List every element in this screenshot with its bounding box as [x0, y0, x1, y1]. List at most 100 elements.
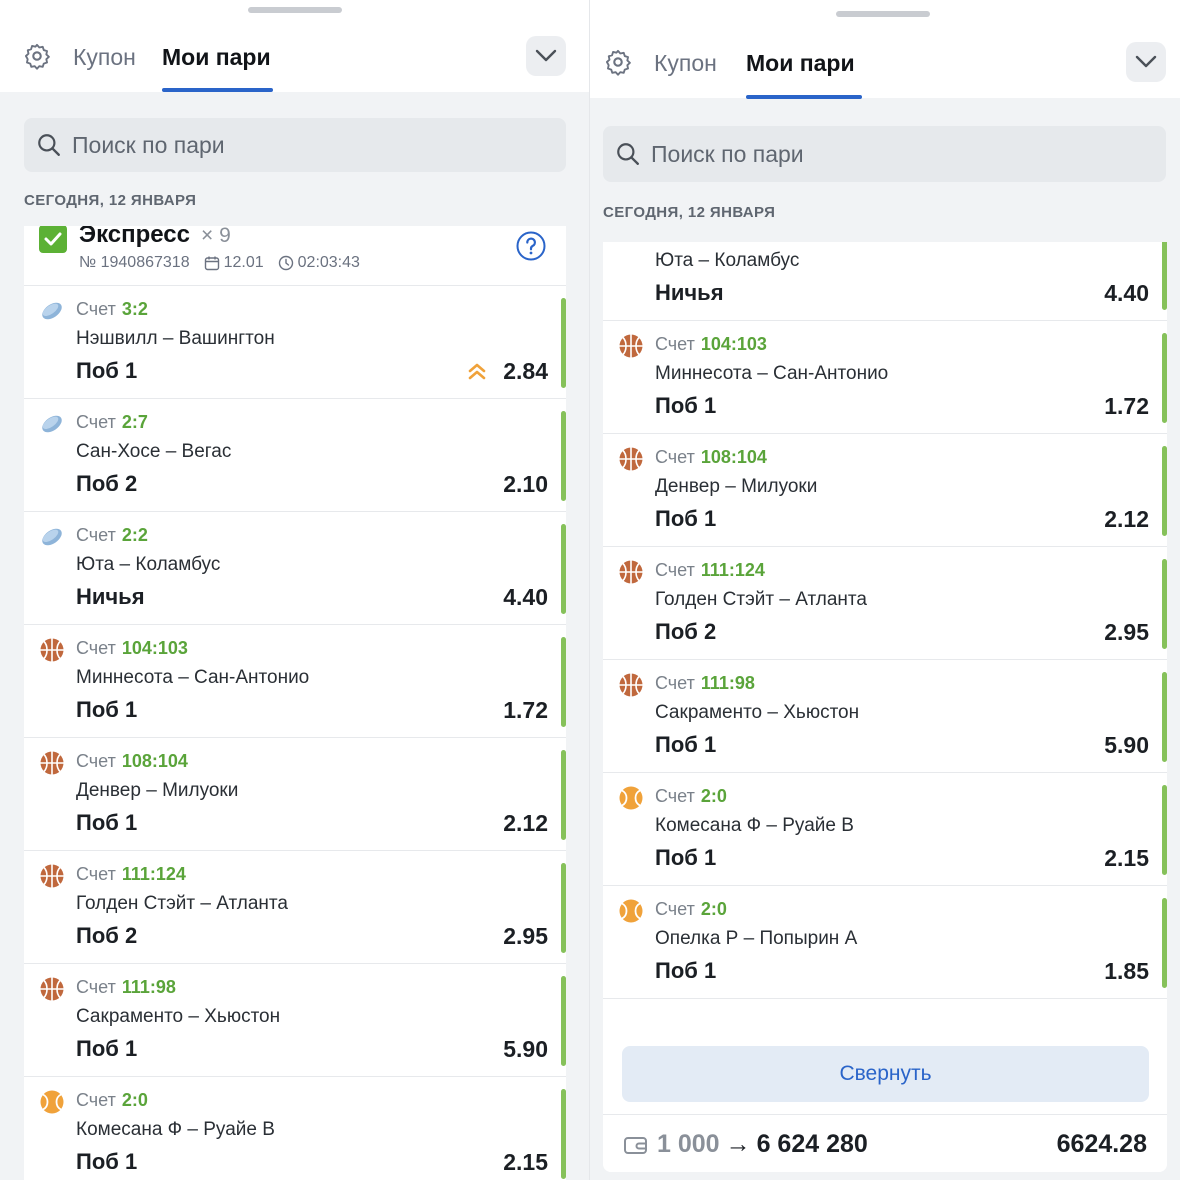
gear-icon[interactable] [23, 42, 51, 70]
collapse-list-button[interactable]: Свернуть [622, 1046, 1149, 1102]
collapse-sheet-button[interactable] [1126, 42, 1166, 82]
express-title: Экспресс [79, 226, 190, 248]
express-meta: № 1940867318 12.01 02:03:43 [79, 254, 360, 272]
score-label: Счет [655, 899, 695, 919]
score-label: Счет [655, 447, 695, 467]
date-header: СЕГОДНЯ, 12 ЯНВАРЯ [603, 204, 776, 221]
gear-icon[interactable] [604, 48, 632, 76]
tab-my-bets[interactable]: Мои пари [162, 44, 271, 70]
win-status-bar [561, 976, 566, 1066]
tennis-ball-icon [618, 898, 644, 924]
bet-row[interactable]: Счет 2:0 Опелка Р – Попырин А Поб 1 1.85 [603, 886, 1167, 999]
bet-row[interactable]: Счет 2:0 Комесана Ф – Руайе В Поб 1 2.15 [603, 773, 1167, 886]
tab-coupon[interactable]: Купон [654, 50, 717, 76]
basketball-icon [39, 976, 65, 1002]
win-status-bar [1162, 242, 1167, 310]
score-value: 2:0 [700, 899, 727, 919]
score-label: Счет [76, 864, 116, 884]
match-teams: Юта – Коламбус [655, 250, 800, 271]
bet-odds: 2.84 [503, 358, 548, 384]
bet-outcome: Поб 2 [76, 471, 138, 496]
coupon-panel-right: Купон Мои пари Поиск по пари СЕГОДНЯ, 12… [590, 0, 1180, 1180]
basketball-icon [39, 637, 65, 663]
score-value: 111:98 [121, 977, 176, 997]
bet-row[interactable]: Счет 111:98 Сакраменто – Хьюстон Поб 1 5.90 [603, 660, 1167, 773]
collapse-sheet-button[interactable] [526, 36, 566, 76]
score-label: Счет [76, 299, 116, 319]
match-teams: Миннесота – Сан-Антонио [655, 363, 889, 384]
match-teams: Денвер – Милуоки [655, 476, 818, 497]
bet-row[interactable]: Счет 3:2 Нэшвилл – Вашингтон Поб 1 2.84 [24, 286, 566, 399]
search-icon [38, 134, 60, 156]
odds-boost-icon [468, 363, 486, 380]
bet-row[interactable]: Счет 111:124 Голден Стэйт – Атланта Поб 2 2.… [24, 851, 566, 964]
tab-my-bets[interactable]: Мои пари [746, 50, 855, 76]
bet-row[interactable]: Счет 111:98 Сакраменто – Хьюстон Поб 1 5.90 [24, 964, 566, 1077]
win-status-bar [1162, 446, 1167, 536]
hockey-puck-icon [39, 298, 65, 324]
search-bar[interactable]: Поиск по пари [603, 126, 1166, 182]
score-label: Счет [76, 525, 116, 545]
score: Счет 2:0 [655, 786, 727, 807]
stake-amount: 1 000 [657, 1130, 720, 1158]
basketball-icon [618, 672, 644, 698]
search-bar[interactable]: Поиск по пари [24, 118, 566, 172]
drag-handle[interactable] [248, 7, 342, 13]
coupon-date: 12.01 [223, 254, 264, 271]
score: Счет 104:103 [76, 638, 188, 659]
score: Счет 111:124 [76, 864, 186, 885]
tennis-ball-icon [39, 1089, 65, 1115]
bet-outcome: Поб 1 [76, 1036, 138, 1061]
hockey-puck-icon [39, 411, 65, 437]
tab-coupon[interactable]: Купон [73, 44, 136, 70]
express-header[interactable]: Экспресс × 9 № 1940867318 12.01 02:03:43 [24, 226, 566, 286]
score-value: 2:2 [121, 525, 148, 545]
bet-outcome: Поб 1 [76, 810, 138, 835]
date-header: СЕГОДНЯ, 12 ЯНВАРЯ [24, 192, 197, 209]
calendar-icon [204, 256, 219, 271]
basketball-icon [39, 863, 65, 889]
search-input[interactable]: Поиск по пари [72, 131, 225, 158]
score-label: Счет [655, 334, 695, 354]
win-status-bar [561, 1089, 566, 1179]
match-teams: Комесана Ф – Руайе В [76, 1119, 275, 1140]
express-multiplier: × 9 [201, 226, 231, 247]
score-value: 111:124 [700, 560, 765, 580]
drag-handle[interactable] [836, 11, 930, 17]
bet-odds: 4.40 [503, 584, 548, 610]
bet-row[interactable]: Счет 104:103 Миннесота – Сан-Антонио Поб 1 1… [603, 321, 1167, 434]
score: Счет 3:2 [76, 299, 148, 320]
bet-odds: 2.95 [1104, 619, 1149, 645]
bet-outcome: Поб 1 [655, 845, 717, 870]
bet-row[interactable]: Счет 111:124 Голден Стэйт – Атланта Поб 2 2.… [603, 547, 1167, 660]
total-odds: 6624.28 [1056, 1130, 1147, 1158]
bet-row[interactable]: Счет 108:104 Денвер – Милуоки Поб 1 2.12 [603, 434, 1167, 547]
bet-row[interactable]: Счет 104:103 Миннесота – Сан-Антонио Поб 1 1… [24, 625, 566, 738]
bet-row[interactable]: Счет 2:0 Комесана Ф – Руайе В Поб 1 2.15 [24, 1077, 566, 1180]
score-label: Счет [76, 412, 116, 432]
score: Счет 104:103 [655, 334, 767, 355]
win-status-bar [561, 750, 566, 840]
bet-row[interactable]: Счет 2:7 Сан-Хосе – Вегас Поб 2 2.10 [24, 399, 566, 512]
coupon-header: Купон Мои пари [0, 0, 589, 92]
chevron-down-icon [1135, 55, 1157, 68]
score-value: 108:104 [121, 751, 188, 771]
win-status-bar [561, 524, 566, 614]
bets-viewport[interactable]: Экспресс × 9 № 1940867318 12.01 02:03:43… [24, 226, 566, 1180]
bet-odds: 2.12 [503, 810, 548, 836]
win-status-bar [1162, 559, 1167, 649]
bet-odds: 2.95 [503, 923, 548, 949]
bet-odds: 1.72 [503, 697, 548, 723]
bet-row[interactable]: Счет 108:104 Денвер – Милуоки Поб 1 2.12 [24, 738, 566, 851]
score: Счет 2:2 [76, 525, 148, 546]
search-input[interactable]: Поиск по пари [651, 140, 804, 167]
bet-outcome: Поб 1 [655, 393, 717, 418]
score-value: 3:2 [121, 299, 148, 319]
score-label: Счет [655, 560, 695, 580]
help-icon[interactable] [515, 230, 547, 262]
score-value: 2:0 [700, 786, 727, 806]
